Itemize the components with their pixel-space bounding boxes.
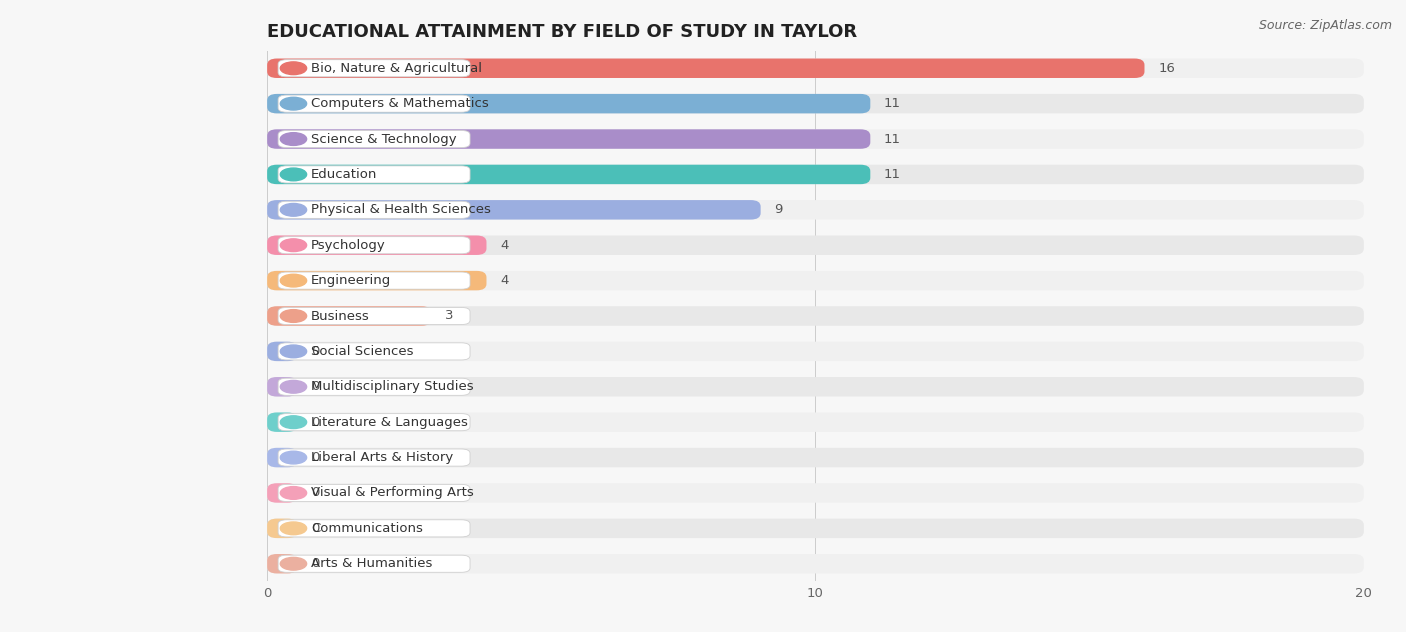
Text: Source: ZipAtlas.com: Source: ZipAtlas.com (1258, 19, 1392, 32)
Text: 11: 11 (884, 168, 901, 181)
FancyBboxPatch shape (267, 377, 297, 396)
Text: Physical & Health Sciences: Physical & Health Sciences (311, 204, 491, 216)
FancyBboxPatch shape (267, 271, 486, 290)
FancyBboxPatch shape (267, 236, 486, 255)
Text: Engineering: Engineering (311, 274, 391, 287)
FancyBboxPatch shape (278, 201, 470, 219)
FancyBboxPatch shape (267, 519, 1364, 538)
FancyBboxPatch shape (267, 448, 1364, 467)
Circle shape (280, 451, 307, 464)
FancyBboxPatch shape (278, 307, 470, 325)
Circle shape (280, 204, 307, 216)
FancyBboxPatch shape (278, 95, 470, 112)
Circle shape (280, 62, 307, 75)
FancyBboxPatch shape (267, 59, 1364, 78)
Text: 16: 16 (1159, 62, 1175, 75)
Text: Multidisciplinary Studies: Multidisciplinary Studies (311, 380, 474, 393)
FancyBboxPatch shape (267, 94, 870, 113)
FancyBboxPatch shape (278, 236, 470, 254)
FancyBboxPatch shape (278, 59, 470, 77)
Text: 0: 0 (311, 487, 319, 499)
Circle shape (280, 310, 307, 322)
FancyBboxPatch shape (267, 413, 297, 432)
FancyBboxPatch shape (278, 130, 470, 148)
Text: 11: 11 (884, 133, 901, 145)
FancyBboxPatch shape (267, 236, 1364, 255)
Circle shape (280, 133, 307, 145)
Text: 4: 4 (501, 239, 509, 252)
Circle shape (280, 97, 307, 110)
FancyBboxPatch shape (267, 271, 1364, 290)
FancyBboxPatch shape (278, 555, 470, 573)
Circle shape (280, 487, 307, 499)
FancyBboxPatch shape (267, 165, 1364, 184)
Circle shape (280, 168, 307, 181)
FancyBboxPatch shape (267, 200, 1364, 219)
FancyBboxPatch shape (267, 554, 1364, 573)
FancyBboxPatch shape (278, 413, 470, 431)
Circle shape (280, 274, 307, 287)
FancyBboxPatch shape (267, 165, 870, 184)
FancyBboxPatch shape (278, 272, 470, 289)
Text: 9: 9 (775, 204, 783, 216)
Text: Visual & Performing Arts: Visual & Performing Arts (311, 487, 474, 499)
FancyBboxPatch shape (278, 449, 470, 466)
Text: Literature & Languages: Literature & Languages (311, 416, 468, 428)
Text: Liberal Arts & History: Liberal Arts & History (311, 451, 453, 464)
FancyBboxPatch shape (267, 483, 297, 502)
Text: 11: 11 (884, 97, 901, 110)
Text: Computers & Mathematics: Computers & Mathematics (311, 97, 489, 110)
Circle shape (280, 239, 307, 252)
FancyBboxPatch shape (278, 378, 470, 396)
FancyBboxPatch shape (267, 59, 1144, 78)
Text: 0: 0 (311, 557, 319, 570)
Circle shape (280, 416, 307, 428)
Text: Psychology: Psychology (311, 239, 385, 252)
FancyBboxPatch shape (267, 130, 1364, 149)
FancyBboxPatch shape (267, 130, 870, 149)
Text: 0: 0 (311, 345, 319, 358)
FancyBboxPatch shape (267, 307, 432, 325)
FancyBboxPatch shape (267, 307, 1364, 325)
FancyBboxPatch shape (267, 413, 1364, 432)
Text: Social Sciences: Social Sciences (311, 345, 413, 358)
FancyBboxPatch shape (267, 94, 1364, 113)
Circle shape (280, 345, 307, 358)
Text: 0: 0 (311, 416, 319, 428)
Text: EDUCATIONAL ATTAINMENT BY FIELD OF STUDY IN TAYLOR: EDUCATIONAL ATTAINMENT BY FIELD OF STUDY… (267, 23, 858, 40)
Text: Bio, Nature & Agricultural: Bio, Nature & Agricultural (311, 62, 482, 75)
Text: Education: Education (311, 168, 377, 181)
FancyBboxPatch shape (278, 520, 470, 537)
Circle shape (280, 557, 307, 570)
FancyBboxPatch shape (267, 377, 1364, 396)
FancyBboxPatch shape (267, 483, 1364, 502)
FancyBboxPatch shape (267, 342, 1364, 361)
FancyBboxPatch shape (267, 200, 761, 219)
Circle shape (280, 522, 307, 535)
Text: 3: 3 (446, 310, 454, 322)
FancyBboxPatch shape (278, 166, 470, 183)
FancyBboxPatch shape (278, 343, 470, 360)
Circle shape (280, 380, 307, 393)
Text: Communications: Communications (311, 522, 423, 535)
FancyBboxPatch shape (267, 342, 297, 361)
Text: Science & Technology: Science & Technology (311, 133, 457, 145)
Text: 0: 0 (311, 451, 319, 464)
Text: 4: 4 (501, 274, 509, 287)
FancyBboxPatch shape (278, 484, 470, 502)
FancyBboxPatch shape (267, 519, 297, 538)
Text: 0: 0 (311, 522, 319, 535)
FancyBboxPatch shape (267, 448, 297, 467)
Text: 0: 0 (311, 380, 319, 393)
Text: Business: Business (311, 310, 370, 322)
FancyBboxPatch shape (267, 554, 297, 573)
Text: Arts & Humanities: Arts & Humanities (311, 557, 433, 570)
